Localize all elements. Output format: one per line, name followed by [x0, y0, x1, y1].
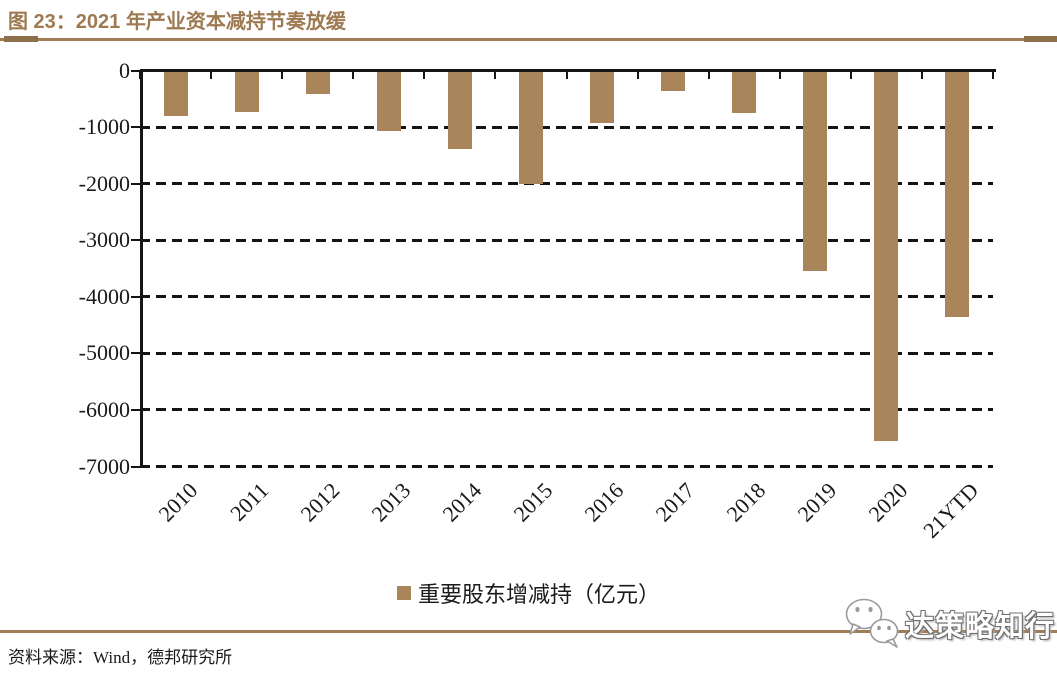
- x-axis-tick: [636, 72, 639, 79]
- y-axis-tick: [131, 126, 140, 129]
- bar-2011: [234, 70, 259, 112]
- legend-swatch: [396, 586, 411, 600]
- legend-label: 重要股东增减持（亿元）: [417, 582, 660, 607]
- y-axis-label: 0: [119, 57, 130, 83]
- x-axis-tick: [494, 72, 497, 79]
- y-axis-tick: [131, 239, 140, 242]
- gridline: [140, 408, 993, 412]
- x-axis-label-2017: 2017: [650, 477, 700, 527]
- x-axis-tick: [352, 72, 355, 79]
- y-axis-tick: [131, 295, 140, 298]
- chart-legend: 重要股东增减持（亿元）: [0, 577, 1057, 609]
- wechat-icon: [845, 598, 899, 648]
- y-axis-label: -4000: [78, 283, 130, 309]
- title-divider-cap-right: [1024, 36, 1057, 42]
- bar-21YTD: [945, 70, 970, 317]
- gridline: [140, 465, 993, 468]
- x-axis-label-2018: 2018: [721, 477, 771, 527]
- bar-2020: [874, 70, 899, 442]
- x-axis-tick: [423, 72, 426, 79]
- x-axis-tick: [565, 72, 568, 79]
- bar-2018: [732, 70, 757, 114]
- x-axis-label-21YTD: 21YTD: [918, 477, 984, 543]
- y-axis-label: -6000: [78, 396, 130, 422]
- bar-2017: [661, 70, 686, 92]
- y-axis-tick: [131, 465, 140, 468]
- x-axis-label-2015: 2015: [508, 477, 558, 527]
- x-axis-label-2014: 2014: [437, 477, 487, 527]
- x-axis-label-2016: 2016: [579, 477, 629, 527]
- bar-chart: 0 -1000 -2000 -3000 -4000 -5000 -6000 -7000 2010…: [78, 57, 996, 543]
- y-axis-line: [140, 69, 143, 468]
- x-axis-tick: [707, 72, 710, 79]
- x-axis-zero-line: [140, 69, 996, 72]
- x-axis-tick: [281, 72, 284, 79]
- y-axis-tick: [131, 352, 140, 355]
- y-axis-label: -7000: [78, 453, 130, 479]
- x-axis-label-2010: 2010: [153, 477, 202, 527]
- x-axis-label-2019: 2019: [792, 477, 842, 527]
- gridline: [140, 125, 993, 129]
- y-axis-label: -1000: [78, 114, 130, 140]
- bar-2014: [447, 70, 472, 150]
- bar-2010: [163, 70, 188, 116]
- bar-2012: [305, 70, 330, 95]
- x-axis-label-2013: 2013: [366, 477, 416, 527]
- title-divider-line: [0, 38, 1057, 41]
- x-axis-label-2011: 2011: [224, 477, 273, 526]
- y-axis-label: -2000: [78, 170, 130, 196]
- bar-2015: [518, 70, 543, 184]
- bar-2013: [376, 70, 401, 132]
- y-axis-tick: [131, 182, 140, 185]
- watermark: 达策略知行: [843, 596, 1057, 652]
- figure-title: 图 23：2021 年产业资本减持节奏放缓: [8, 11, 346, 33]
- y-axis-tick: [131, 408, 140, 411]
- y-axis-tick: [131, 69, 140, 72]
- x-axis-tick: [210, 72, 213, 79]
- y-axis-label: -5000: [78, 340, 130, 366]
- watermark-text: 达策略知行: [905, 611, 1056, 643]
- gridline: [140, 182, 993, 186]
- x-axis-tick: [849, 72, 852, 79]
- x-axis-tick: [778, 72, 781, 79]
- gridline: [140, 238, 993, 242]
- x-axis-tick: [920, 72, 923, 79]
- title-divider-cap-left: [4, 36, 38, 42]
- bar-2016: [590, 70, 615, 124]
- x-axis-label-2012: 2012: [295, 477, 344, 527]
- bar-2019: [803, 70, 828, 272]
- x-axis-tick: [992, 72, 994, 79]
- gridline: [140, 351, 993, 355]
- x-axis-label-2020: 2020: [863, 477, 913, 527]
- footer-divider-line: [0, 630, 1057, 633]
- y-axis-label: -3000: [78, 227, 130, 253]
- gridline: [140, 295, 993, 299]
- source-note: 资料来源：Wind，德邦研究所: [8, 648, 233, 667]
- x-axis-tick: [139, 72, 141, 79]
